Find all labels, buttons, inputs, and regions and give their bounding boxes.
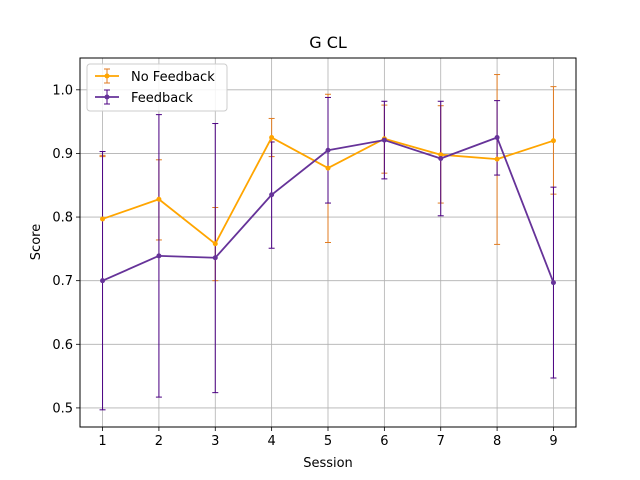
y-tick-label: 0.6 (52, 338, 73, 353)
no-feedback-point (438, 152, 444, 158)
no-feedback-point (494, 156, 500, 162)
feedback-point (100, 278, 106, 284)
no-feedback-point (100, 216, 106, 222)
series-lines (100, 135, 556, 286)
x-tick-label: 9 (549, 434, 557, 449)
legend-box (86, 63, 228, 112)
x-tick-label: 2 (155, 434, 163, 449)
feedback-point (494, 135, 500, 141)
legend-feedback-marker (104, 94, 110, 100)
feedback-point (156, 253, 162, 259)
y-tick-label: 1.0 (52, 83, 73, 98)
feedback-point (381, 137, 387, 143)
no-feedback-point (156, 196, 162, 202)
feedback-point (212, 255, 218, 261)
y-tick-label: 0.8 (52, 211, 73, 226)
chart-title: G CL (309, 33, 347, 52)
legend-feedback-label: Feedback (131, 91, 193, 106)
no-feedback-point (212, 241, 218, 247)
feedback-point (269, 192, 275, 198)
y-tick-label: 0.9 (52, 147, 73, 162)
y-tick-label: 0.7 (52, 274, 73, 289)
no-feedback-point (269, 135, 275, 141)
legend-no-feedback-marker (104, 73, 110, 79)
x-tick-label: 5 (324, 434, 332, 449)
x-ticks: 1 2 3 4 5 6 7 8 9 (98, 427, 558, 449)
y-ticks: 0.5 0.6 0.7 0.8 0.9 1.0 (52, 83, 80, 416)
feedback-point (438, 156, 444, 162)
x-tick-label: 6 (380, 434, 388, 449)
legend-no-feedback-label: No Feedback (131, 70, 215, 85)
x-axis-label: Session (303, 456, 353, 471)
feedback-point (550, 280, 556, 286)
y-tick-label: 0.5 (52, 401, 73, 416)
feedback-point (325, 147, 331, 153)
x-tick-label: 7 (437, 434, 445, 449)
x-tick-label: 8 (493, 434, 501, 449)
legend: No Feedback Feedback (86, 63, 228, 112)
x-tick-label: 1 (98, 434, 106, 449)
x-tick-label: 3 (211, 434, 219, 449)
no-feedback-point (325, 165, 331, 171)
x-tick-label: 4 (267, 434, 275, 449)
y-axis-label: Score (29, 224, 44, 260)
no-feedback-point (550, 138, 556, 144)
